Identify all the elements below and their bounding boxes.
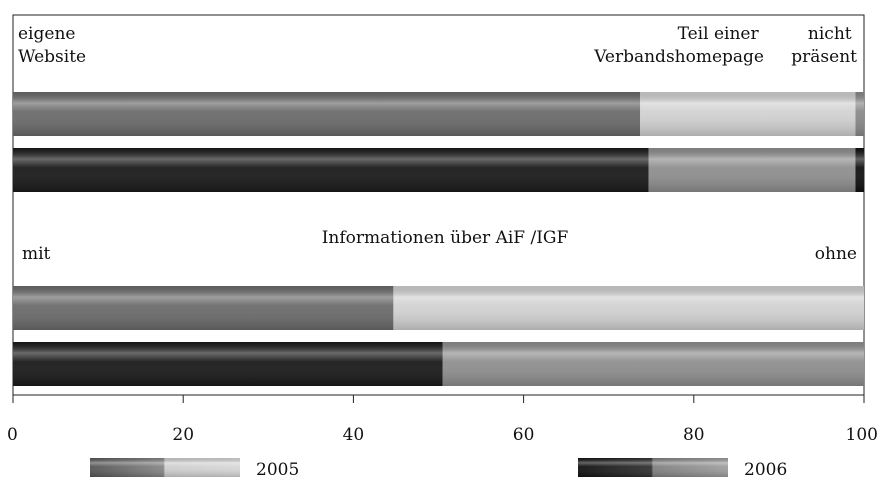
x-tick-label: 40 bbox=[343, 425, 365, 445]
segment-label-line: Teil einer bbox=[678, 24, 760, 44]
bar-segment-shade bbox=[442, 342, 864, 386]
plot-frame bbox=[12, 14, 865, 396]
bar-segment-shade bbox=[13, 92, 641, 136]
legend-swatch-2005-shade bbox=[90, 458, 240, 477]
legend-label-2005: 2005 bbox=[256, 460, 299, 477]
segment-label-line: Verbandshomepage bbox=[593, 47, 764, 67]
bar-segment-shade bbox=[13, 286, 394, 330]
x-axis-ticks: 0 20 40 60 80 100 bbox=[7, 395, 878, 445]
segment-label-mit: mit bbox=[22, 244, 51, 264]
segment-label-verbandshomepage: Teil einer Verbandshomepage bbox=[593, 24, 764, 67]
segment-label-line: eigene bbox=[18, 24, 75, 44]
panel-heading: Informationen über AiF /IGF bbox=[322, 228, 569, 248]
x-tick-label: 100 bbox=[846, 425, 878, 445]
bar-segment-shade bbox=[648, 148, 856, 192]
x-tick-label: 20 bbox=[172, 425, 194, 445]
bars bbox=[13, 92, 864, 386]
segment-label-nicht-praesent: nicht präsent bbox=[791, 24, 857, 67]
bar-segment-shade bbox=[393, 286, 864, 330]
x-tick-label: 80 bbox=[683, 425, 705, 445]
segment-label-eigene-website: eigene Website bbox=[18, 24, 86, 67]
x-tick-label: 0 bbox=[7, 425, 18, 445]
bar-segment-shade bbox=[640, 92, 856, 136]
segment-label-line: Website bbox=[18, 47, 86, 67]
x-tick-label: 60 bbox=[513, 425, 535, 445]
bar-segment-shade bbox=[13, 148, 649, 192]
segment-label-line: nicht bbox=[808, 24, 852, 44]
segment-label-line: präsent bbox=[791, 47, 857, 67]
segment-label-ohne: ohne bbox=[815, 244, 857, 264]
bar-segment-shade bbox=[855, 148, 864, 192]
legend-label-2006: 2006 bbox=[744, 460, 787, 477]
legend: 2005 2006 bbox=[90, 458, 787, 477]
legend-swatch-2006-shade bbox=[578, 458, 728, 477]
bar-segment-shade bbox=[855, 92, 864, 136]
bar-segment-shade bbox=[13, 342, 443, 386]
